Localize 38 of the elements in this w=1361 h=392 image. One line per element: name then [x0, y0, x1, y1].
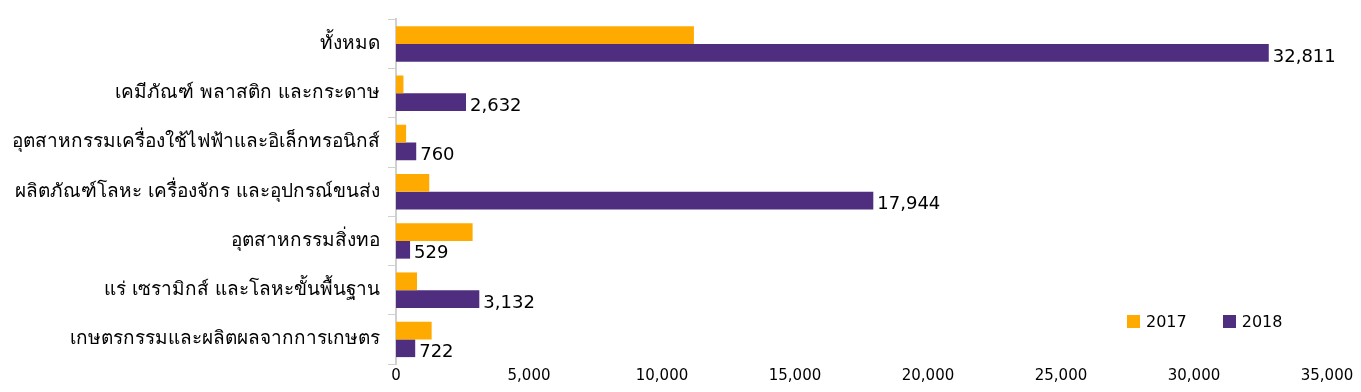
- bar: [396, 191, 874, 210]
- data-label: 32,811: [1272, 44, 1336, 66]
- y-tick-label: อุตสาหกรรมสิ่งทอ: [231, 225, 380, 252]
- bar: [396, 26, 694, 45]
- x-tick-label: 25,000: [1034, 365, 1088, 384]
- bar: [396, 272, 418, 291]
- data-label: 760: [420, 143, 455, 164]
- bar: [396, 240, 411, 259]
- bar: [396, 173, 430, 192]
- x-tick-label: 15,000: [768, 365, 822, 384]
- y-tick-label: ผลิตภัณฑ์โลหะ เครื่องจักร และอุปกรณ์ขนส่ง: [14, 176, 380, 203]
- data-label: 3,132: [483, 290, 535, 312]
- bar: [396, 44, 1269, 62]
- bar: [396, 75, 404, 94]
- bar: [396, 321, 432, 340]
- y-tick-label: แร่ เซรามิกส์ และโลหะขั้นพื้นฐาน: [103, 275, 380, 301]
- bar: [396, 142, 417, 161]
- x-tick-label: 5,000: [507, 365, 551, 384]
- x-tick-label: 0: [391, 365, 401, 384]
- x-tick-label: 35,000: [1300, 365, 1354, 384]
- x-tick-label: 20,000: [901, 365, 955, 384]
- data-label: 529: [414, 241, 449, 263]
- bar: [396, 339, 416, 358]
- legend-label: 2017: [1146, 312, 1187, 331]
- bar: [396, 223, 473, 241]
- x-tick-label: 10,000: [635, 365, 689, 384]
- bar: [396, 93, 467, 111]
- y-tick-label: เคมีภัณฑ์ พลาสติก และกระดาษ: [114, 80, 380, 103]
- bar: [396, 290, 480, 308]
- legend-label: 2018: [1241, 312, 1283, 331]
- y-tick-label: เกษตรกรรมและผลิตผลจากการเกษตร: [70, 326, 380, 349]
- data-label: 722: [419, 339, 454, 361]
- y-tick-label: อุตสาหกรรมเครื่องใช้ไฟฟ้าและอิเล็กทรอนิกส์: [12, 127, 380, 154]
- y-tick-label: ทั้งหมด: [320, 28, 380, 53]
- data-label: 2,632: [470, 93, 522, 115]
- data-label: 17,944: [877, 192, 941, 214]
- x-tick-label: 30,000: [1167, 365, 1221, 384]
- bar: [396, 124, 407, 143]
